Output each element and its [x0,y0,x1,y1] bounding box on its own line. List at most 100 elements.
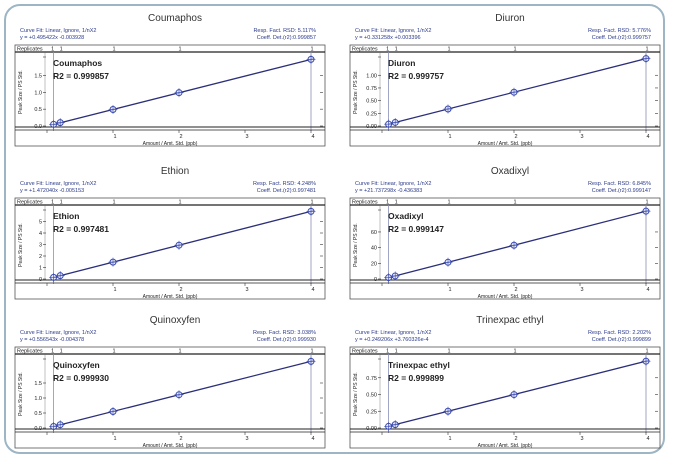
calibration-chart: Oxadixyl Curve Fit: Linear, Ignore, 1/nX2… [349,166,661,300]
rsd-text: Resp. Fact. RSD: 4.248% [253,181,316,187]
plot-frame [14,346,326,449]
x-tick-label: 1 [448,436,451,442]
replicate-count: 1 [178,200,181,206]
calibration-chart: Coumaphos Curve Fit: Linear, Ignore, 1/nX… [14,13,326,147]
calibration-panel: Trinexpac ethyl Curve Fit: Linear, Ignore… [335,302,671,458]
x-tick-label: 3 [245,436,248,442]
x-axis-label: Amount / Amt. Std. (ppb) [478,443,533,449]
annotation-r2: R2 = 0.999899 [388,373,444,383]
replicate-count: 1 [513,349,516,355]
replicate-count: 1 [386,47,389,53]
replicate-count: 1 [395,47,398,53]
y-axis-label: Peak Size / PS Std. [18,223,24,267]
y-tick-label: 0.50 [366,393,377,399]
coeff-text: Coeff. Det.(r2):0.999930 [257,337,316,343]
replicate-count: 1 [310,200,313,206]
replicate-count: 1 [112,47,115,53]
replicate-count: 1 [51,200,54,206]
x-tick-label: 4 [311,134,314,140]
y-axis-label: Peak Size / PS Std. [18,372,24,416]
replicate-count: 1 [395,349,398,355]
x-axis-label: Amount / Amt. Std. (ppb) [143,294,198,300]
fit-line [388,359,650,427]
fit-line [53,209,315,278]
replicate-count: 1 [645,349,648,355]
rsd-text: Resp. Fact. RSD: 6.845% [588,181,651,187]
calibration-panel: Oxadixyl Curve Fit: Linear, Ignore, 1/nX2… [335,153,671,309]
replicates-label: Replicates [352,200,378,206]
calibration-chart: Trinexpac ethyl Curve Fit: Linear, Ignore… [349,315,661,449]
y-tick-label: 20 [371,261,377,267]
replicate-count: 1 [178,349,181,355]
x-axis-label: Amount / Amt. Std. (ppb) [143,443,198,449]
x-tick-label: 2 [179,134,182,140]
replicate-count: 1 [447,349,450,355]
curve-fit-text: Curve Fit: Linear, Ignore, 1/nX2 [20,28,96,34]
replicate-count: 1 [645,200,648,206]
y-axis-label: Peak Size / PS Std. [353,70,359,114]
equation-text: y = +0.331258x +0.003396 [355,35,421,41]
y-tick-label: 0.75 [366,376,377,382]
curve-fit-text: Curve Fit: Linear, Ignore, 1/nX2 [355,28,431,34]
y-tick-label: 0.00 [366,426,377,432]
y-tick-label: 2 [39,254,42,260]
equation-text: y = +0.249206x +3.760326e-4 [355,337,429,343]
fit-line [388,57,650,125]
y-tick-label: 60 [371,230,377,236]
replicate-count: 1 [645,47,648,53]
replicate-count: 1 [310,349,313,355]
x-tick-label: 3 [245,287,248,293]
replicate-count: 1 [395,200,398,206]
x-tick-label: 2 [514,287,517,293]
x-tick-label: 2 [514,436,517,442]
rsd-text: Resp. Fact. RSD: 2.202% [588,330,651,336]
x-tick-label: 1 [113,134,116,140]
x-axis-label: Amount / Amt. Std. (ppb) [143,141,198,147]
y-axis-label: Peak Size / PS Std. [353,372,359,416]
annotation-compound: Trinexpac ethyl [388,360,450,370]
y-tick-label: 0.75 [366,86,377,92]
equation-text: y = +0.495422x -0.003928 [20,35,84,41]
replicate-count: 1 [112,349,115,355]
curve-fit-text: Curve Fit: Linear, Ignore, 1/nX2 [355,181,431,187]
equation-text: y = +21.737298x -0.436383 [355,188,422,194]
replicate-count: 1 [386,200,389,206]
y-tick-label: 1.5 [34,74,42,80]
replicate-count: 1 [60,47,63,53]
calibration-panel: Quinoxyfen Curve Fit: Linear, Ignore, 1/n… [0,302,336,458]
y-tick-label: 3 [39,243,42,249]
y-tick-label: 0.50 [366,99,377,105]
annotation-r2: R2 = 0.999930 [53,373,109,383]
x-axis-label: Amount / Amt. Std. (ppb) [478,141,533,147]
y-tick-label: 40 [371,246,377,252]
replicates-label: Replicates [352,349,378,355]
x-tick-label: 4 [646,134,649,140]
x-tick-label: 2 [179,287,182,293]
y-tick-label: 5 [39,220,42,226]
plot-frame [349,44,661,147]
y-tick-label: 0.00 [366,124,377,130]
replicate-count: 1 [513,47,516,53]
y-axis-label: Peak Size / PS Std. [18,70,24,114]
replicate-count: 1 [51,47,54,53]
y-tick-label: 1 [39,266,42,272]
plot-frame [14,44,326,147]
coeff-text: Coeff. Det.(r2):0.999757 [592,35,651,41]
curve-fit-text: Curve Fit: Linear, Ignore, 1/nX2 [20,181,96,187]
x-tick-label: 3 [580,436,583,442]
x-tick-label: 1 [113,436,116,442]
x-tick-label: 3 [580,287,583,293]
y-tick-label: 1.0 [34,396,42,402]
replicates-label: Replicates [17,349,43,355]
replicate-count: 1 [513,200,516,206]
rsd-text: Resp. Fact. RSD: 3.038% [253,330,316,336]
y-tick-label: 1.00 [366,73,377,79]
calibration-panel: Diuron Curve Fit: Linear, Ignore, 1/nX2 y … [335,0,671,156]
y-tick-label: 0.0 [34,426,42,432]
chart-title: Trinexpac ethyl [476,315,543,326]
x-tick-label: 1 [448,134,451,140]
x-tick-label: 1 [448,287,451,293]
chart-title: Quinoxyfen [150,315,201,326]
calibration-panel: Ethion Curve Fit: Linear, Ignore, 1/nX2 y … [0,153,336,309]
replicate-count: 1 [51,349,54,355]
